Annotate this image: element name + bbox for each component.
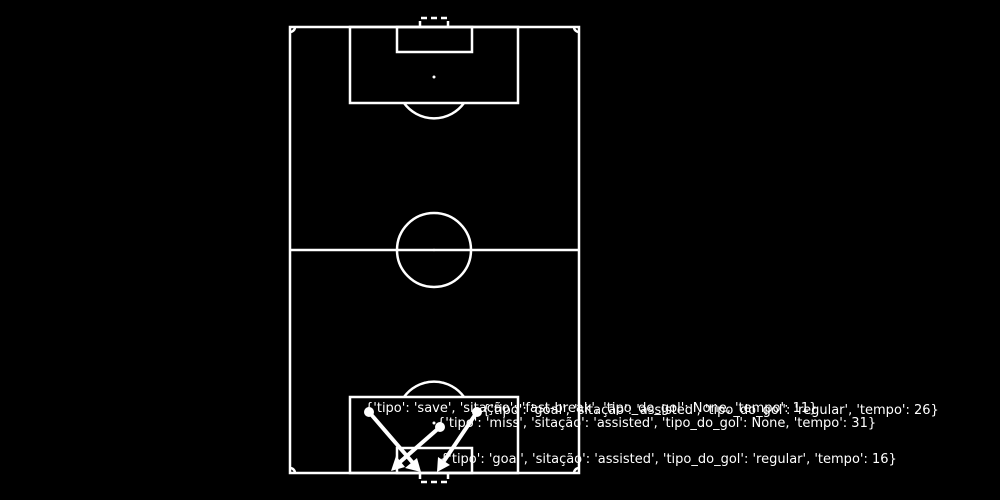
bottom-goal [418,473,450,484]
shot-origin-dot [364,407,374,417]
top-penalty-area [348,25,520,105]
center-spot [432,248,436,252]
corner-arc-bottom-left [289,466,297,474]
top-penalty-arc [402,102,466,120]
shot-arrow-head [437,457,450,472]
bottom-penalty-arc [402,380,466,398]
shot-label: {'tipo': 'goal', 'sitação': 'assisted', … [482,403,939,418]
shot-label: {'tipo': 'goal', 'sitação': 'assisted', … [440,452,897,467]
shot-3: {'tipo': 'goal', 'sitação': 'assisted', … [440,452,897,467]
corner-arc-top-left [289,26,297,34]
bottom-penalty-spot [432,421,436,425]
shot-1: {'tipo': 'goal', 'sitação': 'assisted', … [437,403,939,472]
shot-arrow-head [405,458,421,472]
top-penalty-spot [432,75,436,79]
corner-arc-bottom-right [572,466,580,474]
top-goal-area [395,25,474,54]
shot-arrow-line [442,410,479,463]
top-goal [418,16,450,27]
shot-arrow-head [391,456,405,471]
pitch-markings [288,16,581,484]
corner-arc-top-right [572,26,580,34]
shot-2: {'tipo': 'miss', 'sitação': 'assisted', … [391,416,876,471]
shot-arrow-line [398,425,442,464]
shot-label: {'tipo': 'miss', 'sitação': 'assisted', … [437,416,876,431]
shot-origin-dot [435,422,445,432]
center-circle [395,211,473,289]
shot-origin-dot [472,407,482,417]
